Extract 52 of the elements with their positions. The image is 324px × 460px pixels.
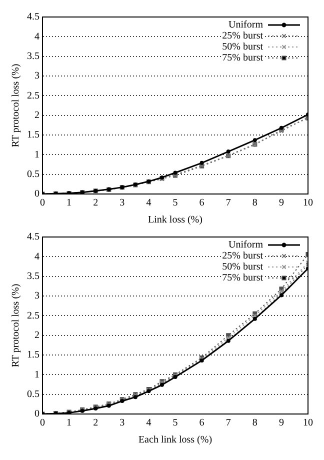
y-tick-label: 4 [34,31,40,42]
x-tick-label: 2 [93,418,98,429]
x-tick-label: 8 [252,418,258,429]
legend-label: 50% burst [222,42,264,53]
y-tick-label: 1 [34,149,40,160]
x-tick-label: 5 [172,418,178,429]
legend-label: 25% burst [222,30,264,42]
legend-label: Uniform [228,240,264,251]
x-tick-label: 3 [120,418,125,429]
legend-label: 50% burst [222,262,264,273]
x-tick-label: 4 [146,418,152,429]
x-tick-label: 3 [120,198,125,209]
y-tick-label: 1.5 [27,130,40,141]
y-axis-title: RT protocol loss (%) [10,284,22,368]
y-tick-label: 2.5 [27,310,40,322]
y-tick-label: 2 [34,330,40,341]
x-tick-label: 6 [199,198,204,209]
y-tick-label: 2.5 [27,90,40,102]
y-tick-label: 1.5 [27,350,40,361]
x-tick-label: 1 [66,418,72,429]
x-tick-label: 2 [93,198,98,209]
y-tick-label: 4.5 [27,232,40,243]
x-axis-title: Each link loss (%) [138,434,212,446]
y-tick-label: 3.5 [27,270,40,282]
x-tick-label: 1 [66,198,72,209]
legend-label: 75% burst [222,52,264,64]
x-tick-label: 4 [146,198,152,209]
x-tick-label: 6 [199,418,204,429]
y-tick-label: 3.5 [27,50,40,62]
x-tick-label: 5 [172,198,178,209]
x-tick-label: 9 [278,198,284,209]
legend-label: 75% burst [222,272,264,284]
y-tick-label: 4 [34,251,40,262]
x-tick-label: 10 [303,418,313,429]
y-tick-label: 0 [34,188,40,200]
y-tick-label: 0 [34,408,40,420]
y-tick-label: 2 [34,110,40,121]
legend-label: 25% burst [222,250,264,262]
x-tick-label: 10 [303,198,313,209]
x-tick-label: 7 [226,418,231,429]
legend-label: Uniform [228,20,264,31]
y-tick-label: 3 [34,70,40,82]
y-tick-label: 0.5 [27,168,40,180]
x-tick-label: 8 [252,198,258,209]
y-tick-label: 0.5 [27,388,40,400]
y-tick-label: 3 [34,290,40,302]
y-tick-label: 1 [34,369,40,380]
y-tick-label: 4.5 [27,12,40,23]
x-tick-label: 9 [278,418,284,429]
x-tick-label: 7 [226,198,231,209]
x-axis-title: Link loss (%) [148,214,202,226]
y-axis-title: RT protocol loss (%) [10,64,22,148]
